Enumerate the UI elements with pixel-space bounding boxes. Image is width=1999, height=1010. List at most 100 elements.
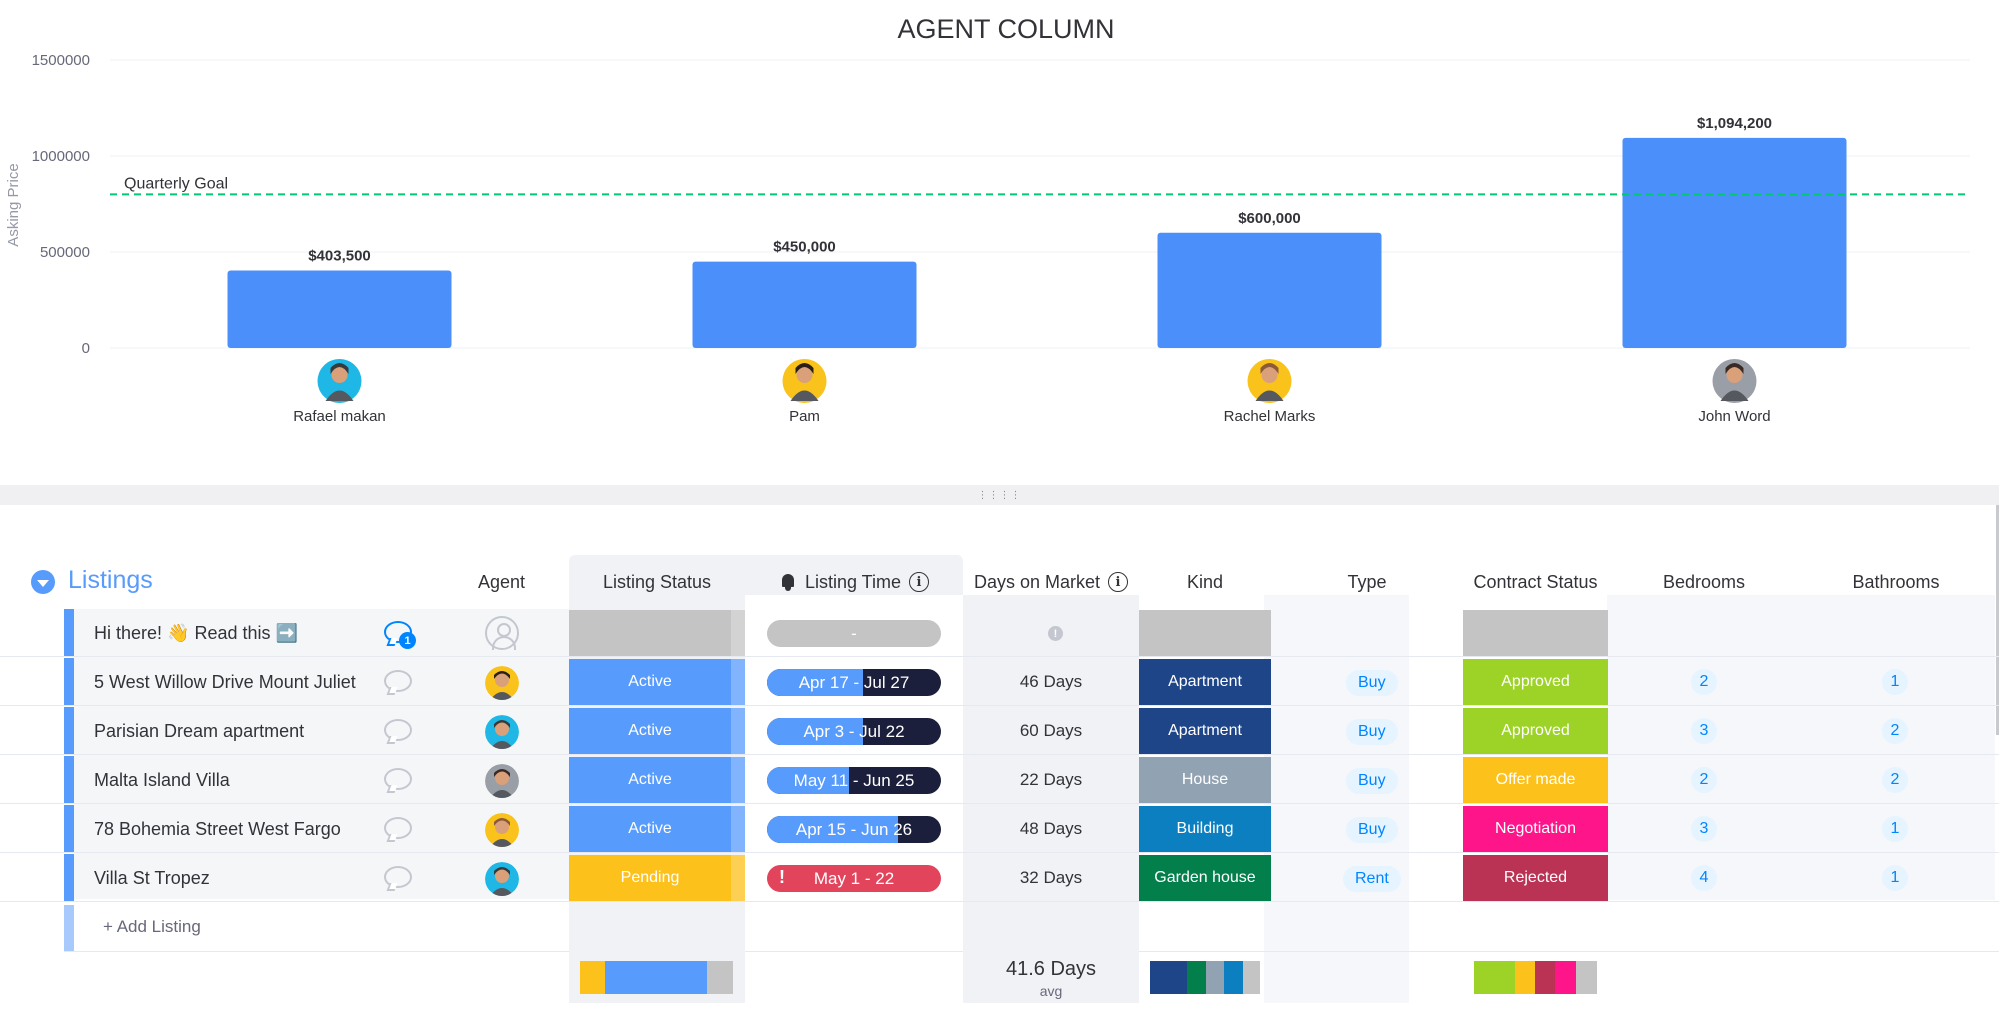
column-header-kind[interactable]: Kind (1139, 570, 1271, 594)
kind-label[interactable] (1139, 610, 1271, 656)
type-tag[interactable]: Buy (1346, 670, 1398, 696)
bedrooms-value[interactable]: 4 (1691, 865, 1717, 891)
table-row[interactable]: 5 West Willow Drive Mount Juliet Active Ap… (0, 658, 1999, 706)
agent-avatar[interactable] (485, 666, 519, 700)
kind-label[interactable]: Apartment (1139, 708, 1271, 754)
type-tag[interactable]: Buy (1346, 817, 1398, 843)
kind-label[interactable]: House (1139, 757, 1271, 803)
table-row[interactable]: Hi there! 👋 Read this ➡️ 1 -! (0, 609, 1999, 657)
listing-status-label[interactable]: Pending (569, 855, 745, 901)
listing-status-label[interactable]: Active (569, 806, 745, 852)
timeline-pill[interactable]: ! May 1 - 22 (767, 865, 941, 892)
column-header-contract-status[interactable]: Contract Status (1463, 570, 1608, 594)
agent-avatar[interactable] (1712, 359, 1757, 403)
agent-avatar[interactable] (485, 715, 519, 749)
bell-icon[interactable] (779, 572, 797, 592)
bathrooms-value[interactable]: 1 (1882, 669, 1908, 695)
bathrooms-value[interactable]: 1 (1882, 816, 1908, 842)
bathrooms-value[interactable]: 2 (1882, 718, 1908, 744)
column-header-type[interactable]: Type (1271, 570, 1463, 594)
kind-summary-bar[interactable] (1150, 961, 1260, 994)
column-header-agent[interactable]: Agent (434, 570, 569, 594)
bedrooms-value[interactable]: 3 (1691, 718, 1717, 744)
type-tag[interactable]: Buy (1346, 768, 1398, 794)
info-icon[interactable]: i (909, 572, 930, 592)
table-row[interactable]: 78 Bohemia Street West Fargo Active Apr 15… (0, 805, 1999, 853)
add-listing-button[interactable]: + Add Listing (103, 917, 201, 936)
status-summary-bar[interactable] (580, 961, 733, 994)
row-color-bar[interactable] (64, 805, 74, 852)
timeline-pill[interactable]: May 11 - Jun 25 (767, 767, 941, 794)
bedrooms-value[interactable]: 3 (1691, 816, 1717, 842)
contract-status-label[interactable]: Approved (1463, 708, 1608, 754)
row-color-bar[interactable] (64, 854, 74, 901)
item-name[interactable]: Villa St Tropez (94, 867, 210, 888)
type-tag[interactable]: Rent (1343, 866, 1401, 892)
bathrooms-value[interactable]: 2 (1882, 767, 1908, 793)
bathrooms-value[interactable]: 1 (1882, 865, 1908, 891)
agent-avatar[interactable] (485, 813, 519, 847)
row-color-bar[interactable] (64, 658, 74, 705)
bedrooms-value[interactable]: 2 (1691, 669, 1717, 695)
conversation-icon[interactable]: 1 (382, 619, 416, 649)
conversation-icon[interactable] (382, 815, 414, 843)
contract-status-label[interactable]: Approved (1463, 659, 1608, 705)
kind-label[interactable]: Building (1139, 806, 1271, 852)
listing-status-label[interactable]: Active (569, 757, 745, 803)
agent-avatar[interactable] (1247, 359, 1292, 403)
agent-avatar[interactable] (485, 862, 519, 896)
row-color-bar[interactable] (64, 609, 74, 656)
column-header-bedrooms[interactable]: Bedrooms (1608, 570, 1800, 594)
contract-status-label[interactable]: Rejected (1463, 855, 1608, 901)
table-row[interactable]: Parisian Dream apartment Active Apr 3 - Ju… (0, 707, 1999, 755)
agent-avatar[interactable] (317, 359, 362, 403)
contract-status-label[interactable]: Offer made (1463, 757, 1608, 803)
table-row[interactable]: Villa St Tropez Pending! May 1 - 22 32 Days… (0, 854, 1999, 902)
bedrooms-value[interactable]: 2 (1691, 767, 1717, 793)
column-header-listing-time[interactable]: Listing Time i (745, 570, 963, 594)
group-title[interactable]: Listings (68, 566, 153, 594)
conversation-icon[interactable] (382, 717, 414, 745)
item-name[interactable]: 5 West Willow Drive Mount Juliet (94, 671, 356, 692)
info-icon[interactable]: i (1108, 572, 1129, 592)
item-name[interactable]: Malta Island Villa (94, 769, 230, 790)
column-header-days-on-market[interactable]: Days on Market i (963, 570, 1139, 594)
column-header-bathrooms[interactable]: Bathrooms (1800, 570, 1992, 594)
kind-label[interactable]: Garden house (1139, 855, 1271, 901)
panel-splitter[interactable]: ⋮⋮⋮⋮ (0, 485, 1999, 505)
bar[interactable] (1157, 232, 1382, 348)
timeline-pill[interactable]: - (767, 620, 941, 647)
agent-avatar[interactable] (485, 764, 519, 798)
column-header-listing-status[interactable]: Listing Status (569, 570, 745, 594)
item-name[interactable]: 78 Bohemia Street West Fargo (94, 818, 341, 839)
bar[interactable] (227, 270, 452, 348)
person-icon[interactable] (485, 616, 519, 650)
conversation-icon[interactable] (382, 766, 414, 794)
row-color-bar[interactable] (64, 756, 74, 803)
item-name[interactable]: Parisian Dream apartment (94, 720, 305, 741)
y-tick-label: 500000 (40, 244, 90, 261)
timeline-pill[interactable]: Apr 3 - Jul 22 (767, 718, 941, 745)
contract-summary-bar[interactable] (1474, 961, 1597, 994)
scrollbar[interactable] (1996, 505, 1999, 735)
listing-status-label[interactable] (569, 610, 745, 656)
bar[interactable] (692, 261, 917, 348)
timeline-pill[interactable]: Apr 17 - Jul 27 (767, 669, 941, 696)
drag-handle-icon[interactable]: ⋮⋮⋮⋮ (977, 490, 1022, 501)
timeline-pill[interactable]: Apr 15 - Jun 26 (767, 816, 941, 843)
contract-status-label[interactable]: Negotiation (1463, 806, 1608, 852)
item-name[interactable]: Hi there! 👋 Read this ➡️ (94, 622, 298, 643)
group-collapse-icon[interactable] (31, 570, 55, 594)
listing-status-label[interactable]: Active (569, 708, 745, 754)
listing-status-label[interactable]: Active (569, 659, 745, 705)
kind-label[interactable]: Apartment (1139, 659, 1271, 705)
agent-avatar[interactable] (782, 359, 827, 403)
row-color-bar[interactable] (64, 707, 74, 754)
conversation-icon[interactable] (382, 864, 414, 892)
contract-status-label[interactable] (1463, 610, 1608, 656)
conversation-icon[interactable] (382, 668, 414, 696)
type-tag[interactable]: Buy (1346, 719, 1398, 745)
table-row[interactable]: Malta Island Villa Active May 11 - Jun 25 2… (0, 756, 1999, 804)
bar[interactable] (1622, 137, 1847, 348)
